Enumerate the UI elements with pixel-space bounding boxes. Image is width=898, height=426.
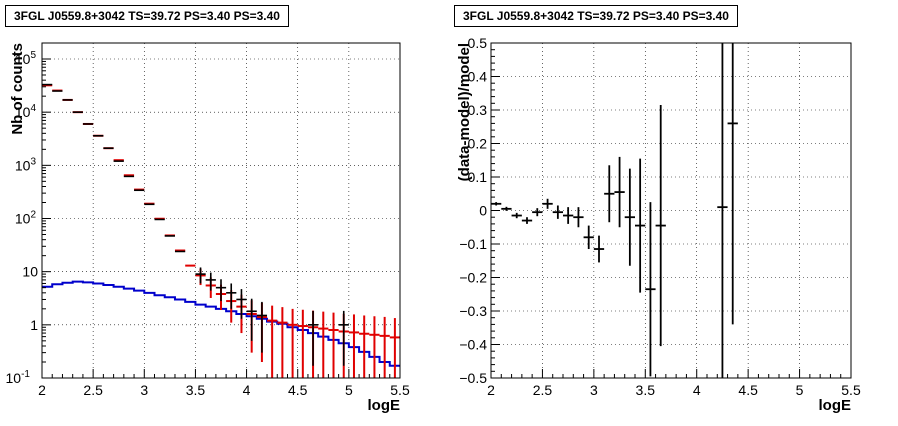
x-tick-label: 2 — [38, 382, 46, 398]
residual-point — [532, 208, 543, 217]
x-tick-label: 4 — [693, 382, 701, 398]
model-point — [369, 316, 380, 378]
y-tick-label: 103 — [15, 156, 37, 173]
model-point — [328, 312, 339, 378]
x-tick-label: 3.5 — [186, 382, 206, 398]
right-plot-title: 3FGL J0559.8+3042 TS=39.72 PS=3.40 PS=3.… — [454, 5, 738, 27]
residual-point — [521, 217, 533, 224]
x-tick-label: 5 — [796, 382, 804, 398]
left-plot-title: 3FGL J0559.8+3042 TS=39.72 PS=3.40 PS=3.… — [5, 5, 289, 27]
residual-point — [593, 235, 605, 263]
y-tick-label: 0 — [479, 203, 487, 219]
counts-spectrum-chart: 2 2.5 3 3.5 4 4.5 5 5.510-1110102103104105logEN… — [6, 42, 410, 414]
model-point — [267, 305, 278, 378]
residual-point — [573, 207, 584, 228]
model-point — [297, 309, 308, 378]
data-point — [226, 283, 237, 309]
residual-point — [563, 207, 574, 224]
x-tick-label: 2 — [487, 382, 495, 398]
data-point — [307, 310, 319, 366]
x-tick-label: 3 — [590, 382, 598, 398]
x-tick-label: 5 — [345, 382, 353, 398]
plot-frame — [41, 42, 401, 379]
y-tick-label: −0.5 — [459, 370, 487, 386]
y-axis-title: (data-model)/model — [456, 43, 473, 181]
grid-lines — [490, 42, 852, 379]
x-tick-label: 3.5 — [636, 382, 656, 398]
x-tick-label: 4.5 — [288, 382, 308, 398]
y-tick-label: 0.3 — [468, 102, 488, 118]
residual-point — [624, 168, 635, 266]
x-tick-label: 4.5 — [738, 382, 758, 398]
x-tick-label: 5.5 — [390, 382, 410, 398]
y-tick-label: −0.2 — [459, 270, 487, 286]
model-point — [318, 311, 329, 378]
data-point — [236, 289, 247, 319]
residual-point — [552, 205, 563, 219]
model-point — [359, 315, 370, 378]
y-tick-label: 102 — [15, 210, 37, 227]
y-tick-label: 10-1 — [6, 369, 31, 386]
model-point — [379, 316, 390, 378]
y-tick-label: −0.3 — [459, 303, 487, 319]
data-point — [205, 272, 216, 291]
x-axis-title: logE — [819, 397, 852, 414]
residual-point — [501, 206, 512, 211]
residual-point — [614, 156, 625, 228]
y-tick-label: 0.2 — [468, 136, 488, 152]
residual-point — [645, 202, 656, 377]
residuals-chart: 2 2.5 3 3.5 4 4.5 5 5.5 −0.5 −0.4 −0.3 −0.2 −0.1 0 0.1… — [456, 35, 861, 414]
residual-point — [542, 198, 553, 209]
residual-point — [655, 104, 666, 347]
data-point — [256, 301, 268, 353]
data-point — [338, 310, 349, 366]
y-tick-label: −0.4 — [459, 337, 487, 353]
y-axis-title: Nb of counts — [9, 43, 26, 135]
x-tick-label: 5.5 — [841, 382, 861, 398]
residual-point — [635, 158, 646, 293]
residual-point — [583, 225, 594, 250]
data-point — [246, 298, 257, 341]
x-tick-label: 2.5 — [83, 382, 103, 398]
left-pad: 3FGL J0559.8+3042 TS=39.72 PS=3.40 PS=3.… — [0, 0, 449, 421]
residual-point — [511, 212, 522, 219]
y-tick-label: 0.4 — [468, 69, 488, 85]
x-tick-label: 3 — [140, 382, 148, 398]
y-tick-label: 10 — [22, 264, 38, 280]
model-point — [277, 307, 288, 378]
x-tick-label: 2.5 — [533, 382, 553, 398]
residual-point — [717, 43, 728, 378]
data-point — [215, 279, 227, 302]
model-point — [287, 308, 298, 378]
model-point — [348, 314, 360, 378]
residual-point — [604, 165, 615, 223]
y-tick-label: 0.1 — [468, 169, 488, 185]
x-tick-label: 4 — [243, 382, 251, 398]
data-point — [195, 267, 206, 284]
y-tick-label: −0.1 — [459, 236, 487, 252]
y-tick-label: 1 — [30, 317, 38, 333]
right-pad: 3FGL J0559.8+3042 TS=39.72 PS=3.40 PS=3.… — [449, 0, 898, 421]
model-point — [389, 318, 400, 378]
x-axis-title: logE — [368, 397, 401, 414]
plot-area — [42, 43, 400, 378]
y-tick-label: 0.5 — [468, 35, 488, 51]
residual-point — [727, 43, 738, 325]
